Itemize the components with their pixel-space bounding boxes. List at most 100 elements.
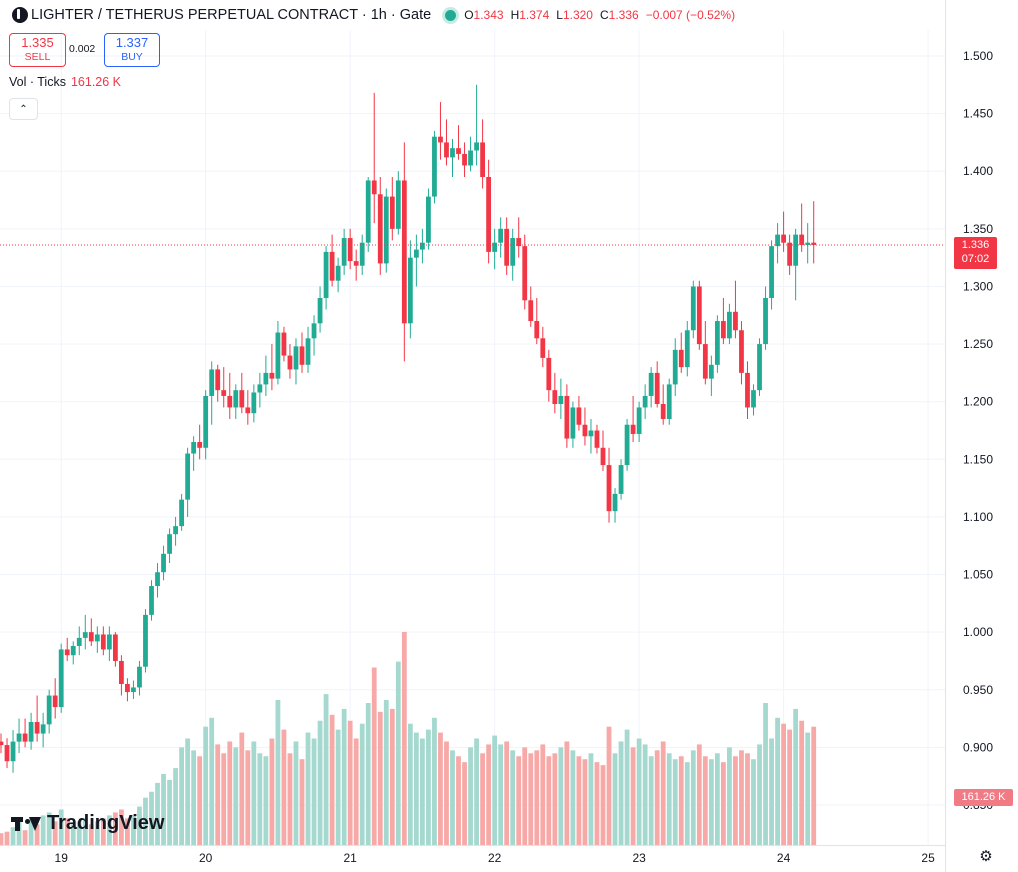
tradingview-logo[interactable]: TradingView	[11, 812, 164, 835]
candle-body	[456, 148, 461, 154]
volume-bar	[16, 821, 22, 845]
price-tick-label: 1.500	[963, 49, 993, 63]
volume-bar	[245, 750, 251, 845]
volume-bar	[486, 744, 492, 845]
candle-body	[389, 196, 395, 229]
candle	[763, 286, 768, 350]
candle	[239, 372, 245, 414]
candle	[383, 188, 389, 273]
volume-bar	[311, 738, 317, 845]
candle	[299, 332, 305, 373]
volume-bar	[696, 744, 702, 845]
candle-body	[137, 666, 142, 688]
candle-body	[660, 403, 666, 419]
sell-label: SELL	[24, 51, 51, 63]
candle-body	[708, 364, 714, 379]
candle	[745, 361, 750, 419]
candle	[173, 516, 178, 546]
volume-bar	[82, 818, 88, 845]
candle	[365, 176, 371, 252]
price-tick-label: 1.200	[963, 395, 993, 409]
price-axis[interactable]: 1.500 1.450 1.400 1.350 1.300 1.250 1.200 1.150…	[963, 49, 993, 812]
candle-body	[88, 632, 94, 642]
symbol-title[interactable]: LIGHTER / TETHERUS PERPETUAL CONTRACT · …	[31, 7, 432, 23]
high-label: H	[510, 8, 520, 22]
candle-body	[690, 286, 696, 331]
candle	[504, 217, 510, 275]
price-tick-label: 1.400	[963, 164, 993, 178]
volume-bar	[492, 735, 498, 845]
candle-body	[684, 330, 690, 368]
volume-bar	[161, 774, 166, 845]
volume-bar	[112, 812, 118, 845]
candle-body	[377, 194, 383, 264]
candle	[444, 119, 449, 166]
volume-bar	[4, 831, 10, 845]
volume-bar	[70, 824, 76, 845]
candle	[34, 695, 40, 742]
buy-button[interactable]: 1.337 BUY	[104, 33, 160, 67]
candle	[666, 378, 672, 425]
price-tick-label: 1.350	[963, 222, 993, 236]
volume-bar	[504, 741, 510, 845]
sell-button[interactable]: 1.335 SELL	[9, 33, 66, 67]
time-tick-label: 20	[199, 851, 213, 865]
candle	[341, 228, 347, 275]
volume-bar	[10, 827, 16, 845]
candle	[131, 680, 136, 699]
candle	[733, 280, 738, 339]
volume-legend[interactable]: Vol · Ticks 161.26 K	[9, 75, 121, 89]
candle	[215, 364, 221, 402]
candle	[125, 678, 130, 702]
volume-bar	[257, 753, 263, 845]
symbol-logo-icon[interactable]	[12, 7, 28, 23]
volume-bar	[606, 726, 612, 845]
candle-body	[426, 196, 431, 243]
candle-body	[763, 297, 768, 345]
candle-body	[407, 257, 413, 324]
candle-body	[371, 180, 377, 195]
volume-bar	[708, 759, 714, 845]
volume-bar	[413, 732, 419, 845]
candle	[191, 436, 197, 471]
candle	[88, 618, 94, 646]
candle	[407, 240, 413, 339]
volume-bar	[305, 732, 311, 845]
candle	[438, 102, 443, 160]
change-value: −0.007 (−0.52%)	[645, 8, 736, 22]
volume-bar	[137, 806, 142, 845]
candle	[462, 142, 467, 177]
candle-body	[46, 695, 52, 725]
candle	[317, 286, 323, 333]
volume-bar	[52, 821, 58, 845]
candle-body	[149, 586, 154, 615]
time-axis[interactable]: 19 20 21 22 23 24 25	[55, 851, 936, 865]
candle-body	[305, 338, 311, 365]
candle-body	[486, 176, 492, 252]
candle	[311, 315, 317, 356]
tradingview-logo-icon	[11, 815, 41, 833]
collapse-chevron-icon: ⌃	[19, 103, 28, 115]
time-tick-label: 25	[921, 851, 935, 865]
candle	[648, 367, 654, 408]
volume-bar	[275, 700, 281, 845]
volume-bar	[94, 821, 100, 845]
volume-bar	[34, 824, 40, 845]
candle	[522, 234, 528, 310]
candle-body	[293, 346, 299, 370]
candlesticks	[0, 84, 817, 773]
candle	[197, 424, 203, 460]
candle-body	[612, 493, 618, 512]
candle-body	[438, 136, 443, 143]
candle-body	[131, 687, 136, 693]
candle-body	[323, 251, 329, 298]
volume-bar	[516, 756, 522, 845]
candle	[564, 384, 570, 448]
volume-bar	[239, 732, 245, 845]
candle	[799, 203, 805, 252]
settings-gear-icon[interactable]: ⚙	[979, 848, 993, 865]
collapse-legend-button[interactable]: ⌃	[9, 98, 38, 120]
volume-bar	[203, 726, 209, 845]
candle-body	[636, 407, 642, 434]
